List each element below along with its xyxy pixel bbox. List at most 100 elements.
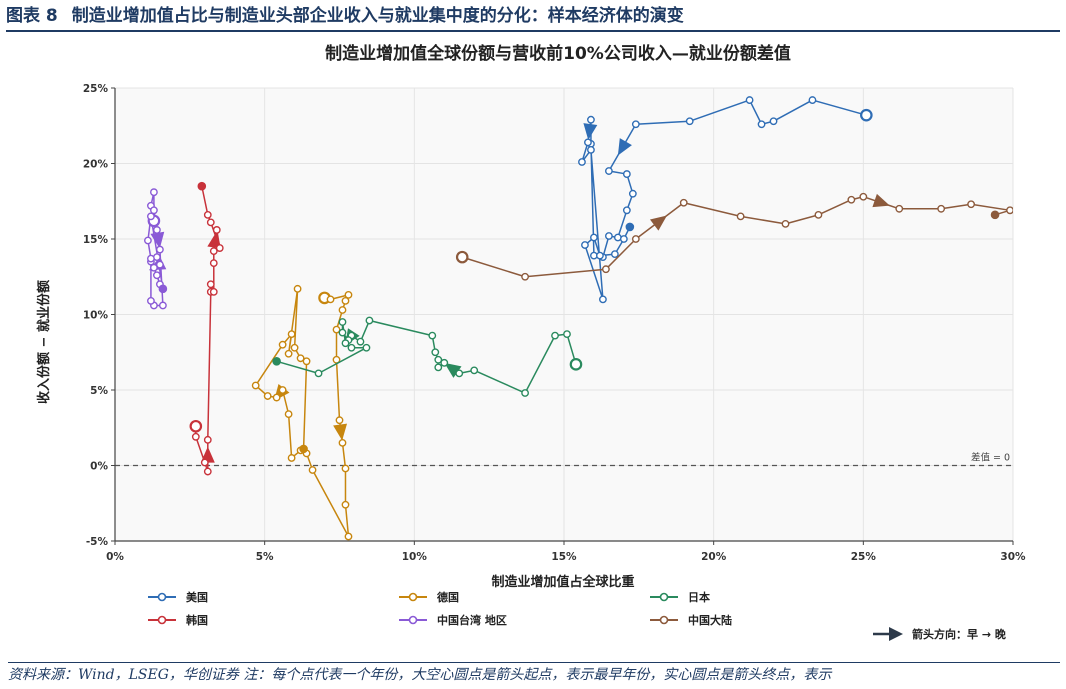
data-point [293,284,302,293]
data-point [341,339,350,348]
series-us [578,96,873,304]
data-point [147,297,155,305]
legend-label: 德国 [436,590,459,604]
data-point [326,295,335,304]
x-tick-label: 30% [1000,551,1026,563]
data-point [440,358,449,367]
legend-swatch-marker [659,592,669,602]
legend-item-tw: 中国台湾 地区 [399,613,507,627]
data-point [263,392,272,400]
direction-arrow [617,138,632,156]
data-point [150,263,158,272]
data-point [284,349,293,358]
data-point [622,170,631,178]
data-point [338,438,347,447]
data-point [736,212,745,221]
data-point [155,260,164,269]
data-point [521,272,529,281]
data-point [209,287,218,296]
start-point [455,250,469,264]
data-point [434,363,443,372]
data-point [781,219,790,228]
data-point [602,265,610,274]
data-point [808,96,817,104]
data-point [365,316,374,325]
data-point [814,210,823,219]
end-point [272,357,281,366]
data-point [679,198,688,207]
legend-swatch-marker [659,615,669,625]
data-point [153,226,161,234]
series-jp [272,316,583,397]
y-tick-label: 15% [83,234,109,246]
data-point [150,188,158,197]
data-point [1006,206,1013,215]
series-de [251,284,353,541]
direction-arrow [649,215,667,231]
data-point [599,295,607,304]
data-point [251,381,260,390]
direction-arrow [333,423,348,441]
data-point [581,241,589,249]
y-tick-label: 10% [83,310,109,322]
axes: 0% 5% 10% 15% 20% 25% 30% -5% 0% 5% 10% 15% 20% 25% [83,83,1026,563]
end-point [197,181,207,191]
direction-arrow [444,362,462,378]
direction-arrow [150,231,165,249]
legend-item-cn: 中国大陆 [650,613,732,627]
data-point [206,218,215,227]
data-point [622,206,631,215]
data-point [308,466,317,474]
data-point [596,251,604,260]
data-point [610,250,619,259]
data-point [847,195,856,204]
data-point [206,280,215,289]
source-footnote: 资料来源：Wind，LSEG，华创证券 注：每个点代表一个年份，大空心圆点是箭头… [8,662,1060,687]
note-arrow-head [889,627,903,641]
arrow-direction-note: 箭头方向：早 → 晚 [873,627,1006,641]
data-point [209,259,218,268]
data-point [587,115,595,124]
data-point [215,244,224,252]
data-point [278,386,287,394]
start-point [569,358,583,371]
x-tick-label: 25% [851,551,877,563]
data-point [584,138,592,147]
legend-label: 日本 [688,590,710,604]
data-point [290,343,299,352]
figure-label: 图表 8 [6,6,58,26]
series-kr [189,181,224,476]
data-point [341,500,350,509]
data-point [200,458,209,467]
data-point [578,158,586,166]
data-point [147,254,155,263]
x-tick-label: 10% [402,551,428,563]
x-tick-label: 20% [701,551,727,563]
data-point [631,120,640,129]
figure-title: 制造业增加值占比与制造业头部企业收入与就业集中度的分化：样本经济体的演变 [71,6,684,26]
data-point [341,297,350,305]
legend-swatch-marker [157,615,167,625]
data-point [551,331,559,340]
data-point [455,369,464,378]
series-layer [144,96,1013,541]
zero-line-label: 差值 = 0 [971,452,1010,464]
y-tick-label: 20% [83,159,109,171]
y-tick-label: 25% [83,83,109,95]
data-point [631,235,640,243]
data-point [284,410,293,419]
data-point [859,192,868,201]
data-point [144,236,152,245]
data-point [521,389,529,397]
scatter-path-chart: 制造业增加值全球份额与营收前10%公司收入—就业份额差值 差值 = 0 0% 5%… [36,43,1026,641]
data-point [335,416,344,425]
data-point [344,532,353,541]
y-tick-label: -5% [86,536,109,548]
data-point [341,464,350,473]
data-point [745,96,754,104]
data-point [209,247,218,255]
y-tick-label: 5% [90,385,108,397]
y-axis-label: 收入份额 − 就业份额 [36,280,52,404]
data-point [967,200,975,209]
